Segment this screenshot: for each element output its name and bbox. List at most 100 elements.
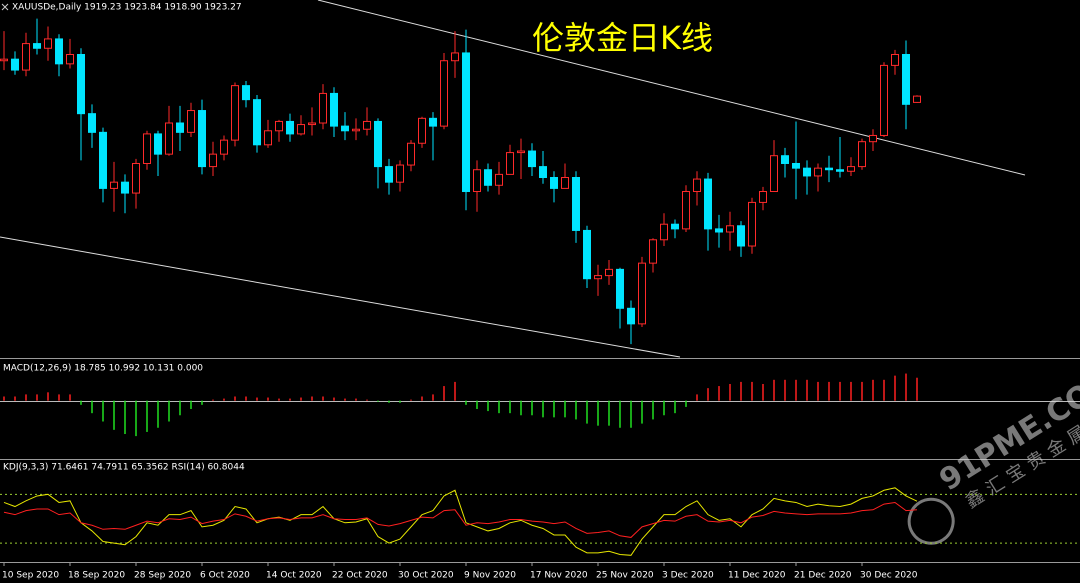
candle-body (429, 117, 437, 127)
candle-body (176, 122, 184, 133)
candle-body (264, 130, 272, 146)
x-tick-label: 3 Dec 2020 (662, 571, 714, 581)
candle-body (891, 53, 899, 66)
candle-body (121, 181, 129, 194)
candle-body (781, 155, 789, 164)
candle-body (11, 58, 19, 71)
candle-body (363, 120, 371, 130)
candle-body (726, 225, 734, 233)
x-tick-label: 11 Dec 2020 (728, 571, 786, 581)
x-tick-label: 22 Oct 2020 (332, 571, 388, 581)
candle-body (297, 124, 305, 135)
candle-body (495, 173, 503, 186)
candle-body (550, 177, 558, 189)
candle-body (638, 262, 646, 325)
x-tick-label: 18 Sep 2020 (68, 571, 125, 581)
candle-body (77, 53, 85, 115)
candle-body (44, 38, 52, 49)
candle-body (517, 150, 525, 154)
candle-body (561, 177, 569, 189)
candle-body (737, 225, 745, 247)
candle-body (792, 162, 800, 169)
x-tick-label: 9 Nov 2020 (464, 571, 516, 581)
candle-body (836, 169, 844, 172)
candle-body (242, 85, 250, 101)
candle-body (253, 99, 261, 146)
candle-body (715, 228, 723, 233)
watermark-logo (907, 497, 955, 545)
candle-body (627, 307, 635, 325)
x-tick-label: 25 Nov 2020 (596, 571, 654, 581)
candle-body (275, 120, 283, 132)
x-tick-label: 30 Dec 2020 (860, 571, 918, 581)
candle-body (407, 142, 415, 166)
candle-body (539, 166, 547, 178)
candle-body (704, 178, 712, 230)
close-icon[interactable] (1, 3, 9, 11)
candle-body (143, 133, 151, 164)
candle-body (33, 43, 41, 49)
candle-body (693, 178, 701, 193)
candle-body (440, 60, 448, 127)
candle-body (528, 150, 536, 168)
candle-body (22, 43, 30, 71)
kdj-header: KDJ(9,3,3) 71.6461 74.7911 65.3562 RSI(1… (3, 463, 245, 473)
candle-body (671, 223, 679, 230)
candle-body (825, 167, 833, 171)
candle-body (165, 122, 173, 155)
chart-title: 伦敦金日K线 (532, 19, 713, 57)
candle-body (132, 162, 140, 194)
candle-body (594, 275, 602, 280)
indicator-line (3, 501, 918, 538)
candle-body (418, 117, 426, 144)
candle-body (451, 52, 459, 62)
candle-body (231, 85, 239, 141)
candle-body (902, 53, 910, 105)
trend-line (317, 0, 1026, 176)
candle-body (110, 181, 118, 189)
candle-body (462, 52, 470, 193)
candle-body (396, 164, 404, 183)
candle-body (913, 95, 921, 103)
x-tick-label: 6 Oct 2020 (200, 571, 250, 581)
candle-body (66, 53, 74, 65)
candle-body (748, 201, 756, 247)
candle-body (374, 120, 382, 168)
symbol-header: XAUUSDe,Daily 1919.23 1923.84 1918.90 19… (12, 3, 242, 13)
x-tick-label: 17 Nov 2020 (530, 571, 588, 581)
x-tick-label: 30 Oct 2020 (398, 571, 454, 581)
candle-body (352, 128, 360, 132)
candle-body (88, 113, 96, 133)
candle-body (341, 125, 349, 132)
candle-body (880, 64, 888, 136)
candle-body (506, 152, 514, 175)
candle-body (803, 167, 811, 177)
candle-body (847, 166, 855, 172)
candle-body (814, 167, 822, 177)
candle-body (330, 92, 338, 127)
candle-body (759, 191, 767, 203)
candle-body (319, 92, 327, 124)
candle-body (770, 155, 778, 193)
candle-body (55, 38, 63, 65)
x-tick-label: 28 Sep 2020 (134, 571, 191, 581)
trend-line (0, 236, 681, 358)
macd-header: MACD(12,26,9) 18.785 10.992 10.131 0.000 (3, 364, 203, 374)
candle-body (660, 223, 668, 241)
candle-body (286, 120, 294, 135)
candle-body (0, 58, 8, 62)
candle-body (198, 110, 206, 168)
candle-body (869, 134, 877, 143)
candle-body (385, 166, 393, 183)
candle-body (605, 268, 613, 277)
candle-body (484, 169, 492, 186)
x-tick-label: 10 Sep 2020 (2, 571, 59, 581)
x-tick-label: 21 Dec 2020 (794, 571, 852, 581)
candle-body (154, 133, 162, 155)
candle-body (572, 177, 580, 231)
candle-body (858, 141, 866, 168)
candle-body (220, 139, 228, 155)
candle-body (473, 169, 481, 193)
